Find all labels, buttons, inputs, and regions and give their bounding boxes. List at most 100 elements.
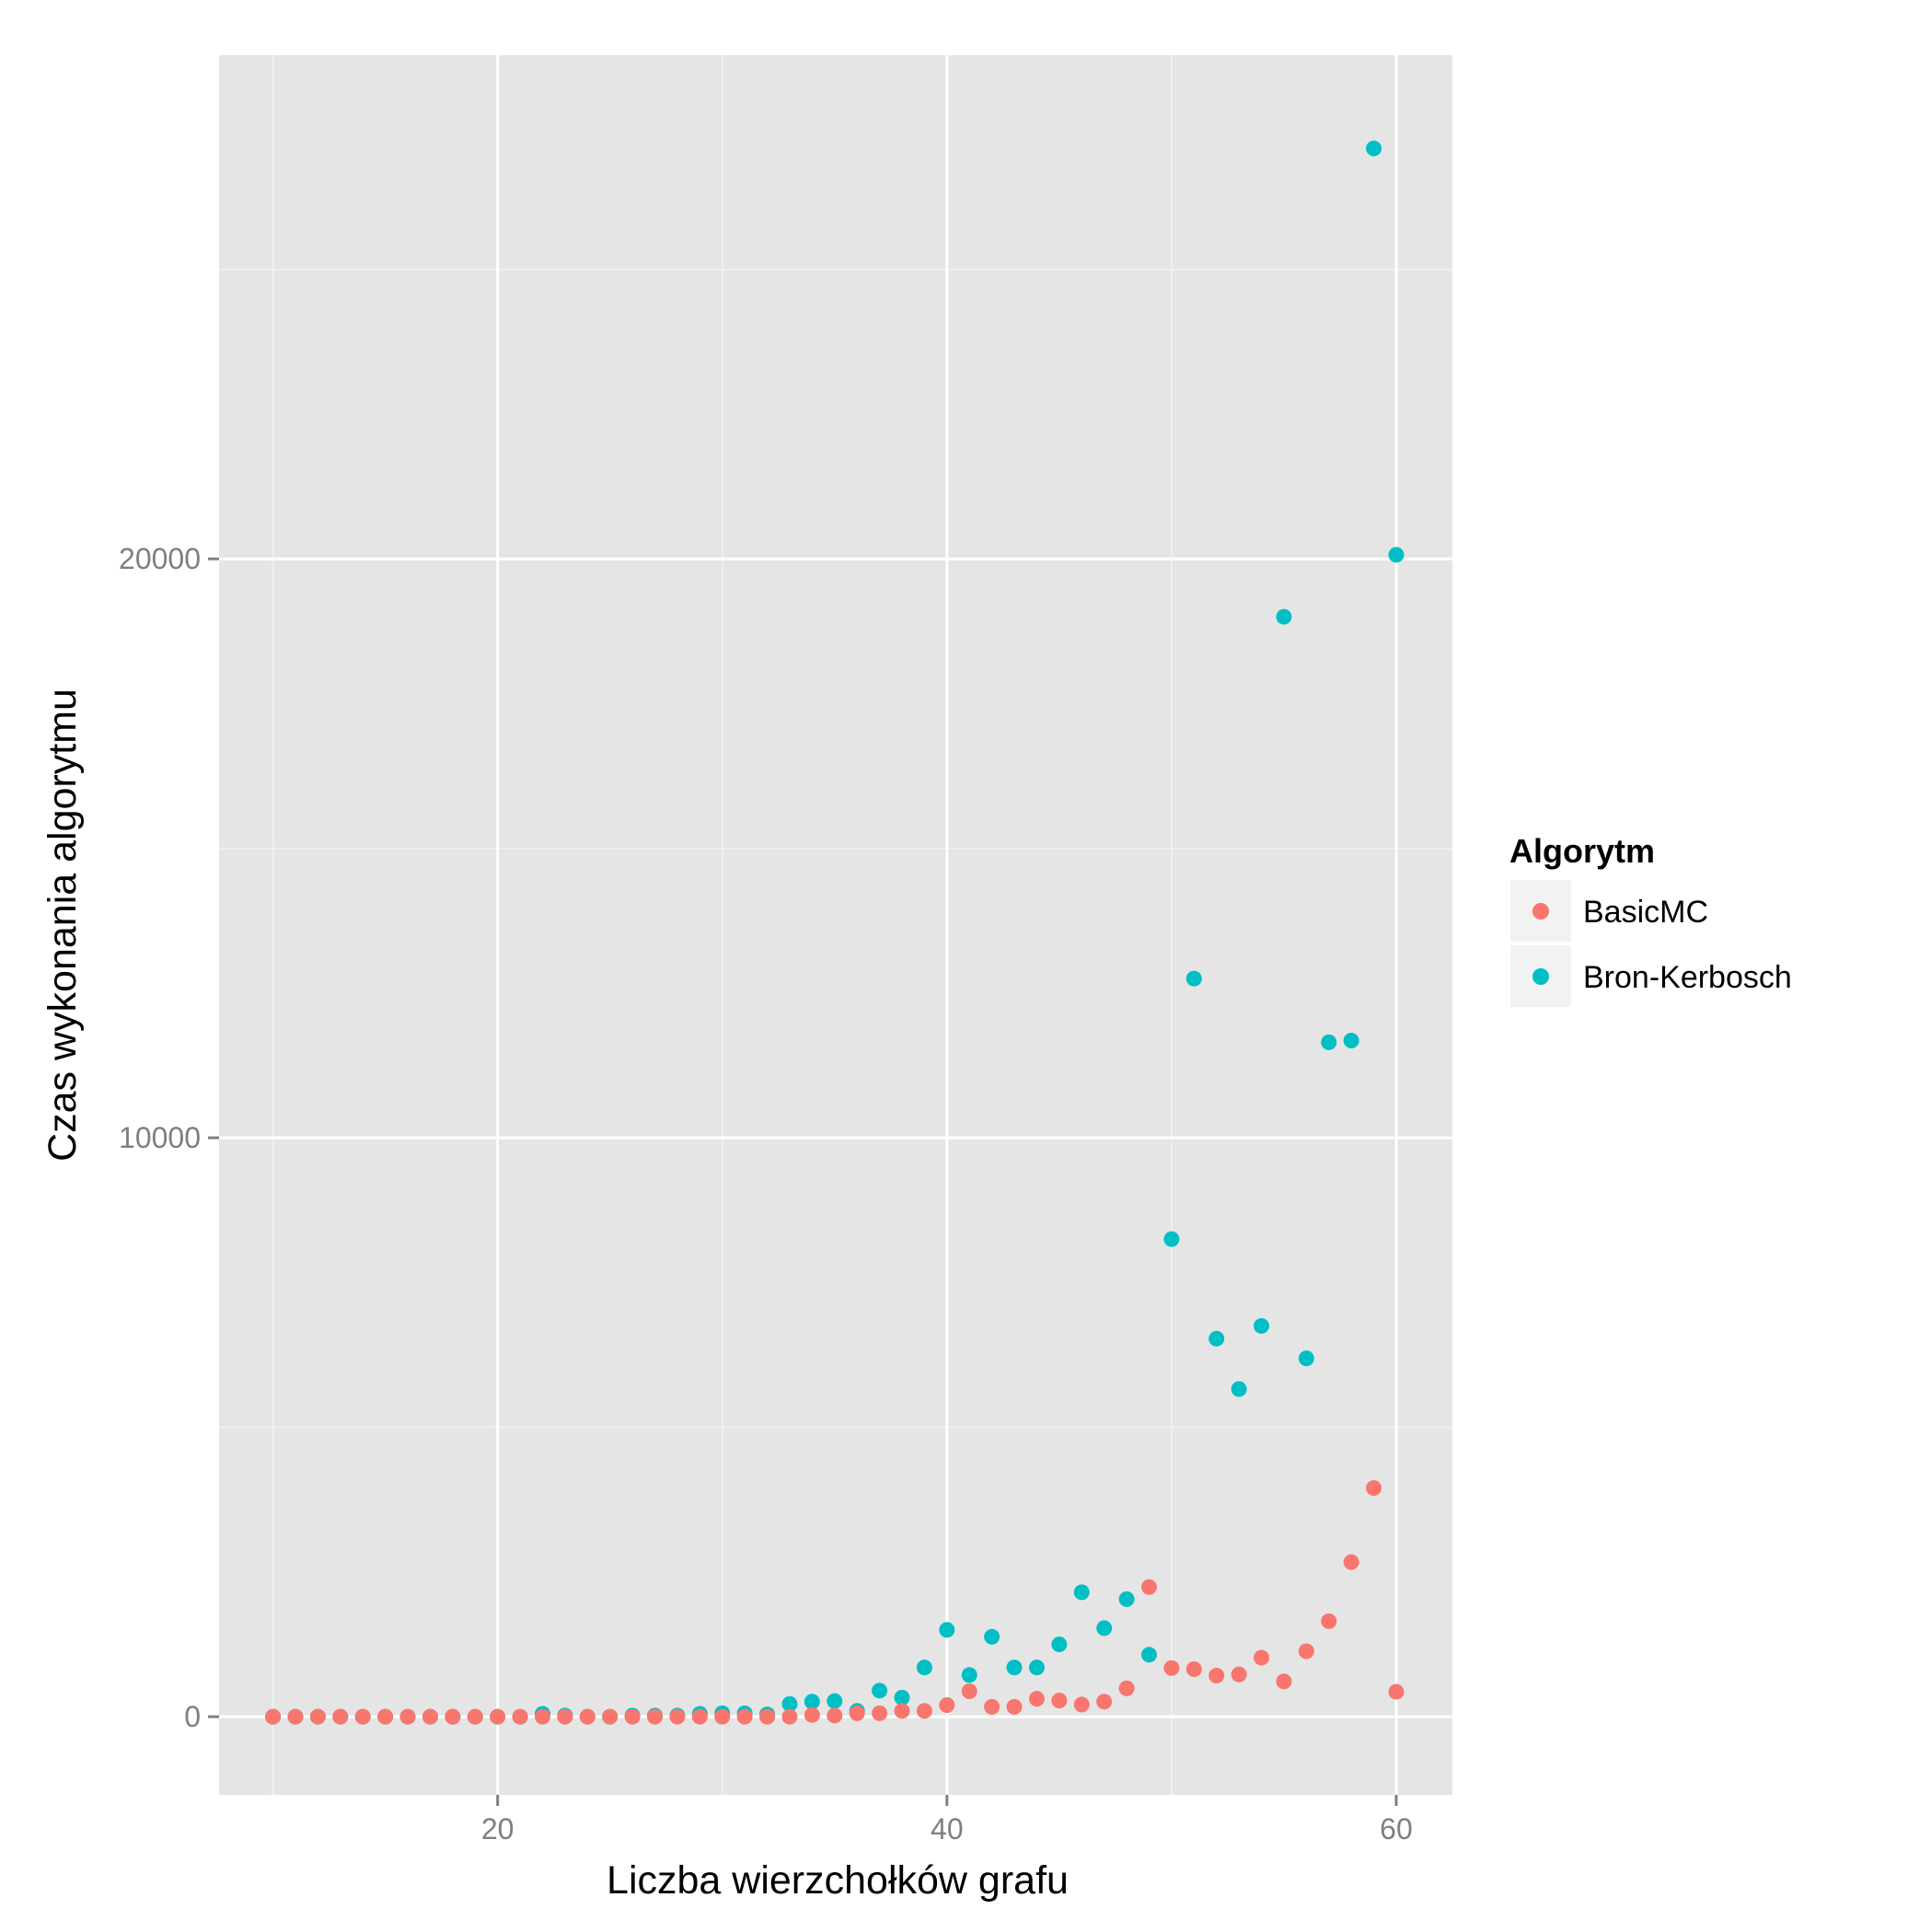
point-bron-kerbosch <box>1051 1636 1068 1652</box>
point-bron-kerbosch <box>1140 1647 1157 1663</box>
point-basicmc <box>1343 1554 1359 1570</box>
axis-ticks <box>208 557 1398 1806</box>
point-bron-kerbosch <box>961 1667 977 1683</box>
point-basicmc <box>332 1708 349 1725</box>
point-basicmc <box>984 1698 1000 1715</box>
point-bron-kerbosch <box>1388 547 1405 563</box>
grid-minor-lines <box>219 55 1452 1795</box>
point-basicmc <box>1118 1680 1135 1696</box>
point-basicmc <box>939 1697 955 1714</box>
point-basicmc <box>1028 1691 1045 1707</box>
point-basicmc <box>534 1708 550 1725</box>
point-basicmc <box>669 1708 686 1725</box>
point-bron-kerbosch <box>872 1683 888 1699</box>
point-basicmc <box>354 1708 371 1725</box>
point-basicmc <box>1298 1643 1314 1660</box>
point-bron-kerbosch <box>1231 1381 1247 1397</box>
point-bron-kerbosch <box>984 1628 1000 1645</box>
point-bron-kerbosch <box>1006 1660 1023 1676</box>
grid-major-lines <box>219 55 1452 1795</box>
point-basicmc <box>445 1708 461 1725</box>
point-basicmc <box>512 1708 528 1725</box>
legend-label-basicmc: BasicMC <box>1583 895 1708 930</box>
legend-item-bron-kerbosch: Bron-Kerbosch <box>1510 945 1792 1007</box>
point-basicmc <box>399 1708 416 1725</box>
x-tick-label: 60 <box>1380 1812 1413 1845</box>
point-bron-kerbosch <box>894 1689 910 1706</box>
point-bron-kerbosch <box>1096 1620 1113 1637</box>
point-basicmc <box>1321 1613 1337 1629</box>
point-basicmc <box>1366 1480 1382 1497</box>
point-basicmc <box>872 1705 888 1721</box>
point-basicmc <box>736 1708 753 1725</box>
point-basicmc <box>1051 1692 1068 1708</box>
point-bron-kerbosch <box>827 1693 843 1709</box>
point-basicmc <box>1073 1696 1090 1713</box>
x-axis-tick-labels: 20 40 60 <box>481 1812 1413 1845</box>
point-basicmc <box>1276 1673 1292 1690</box>
point-basicmc <box>1388 1683 1405 1700</box>
legend-title: Algorytm <box>1509 832 1655 870</box>
y-axis-tick-labels: 0 10000 20000 <box>119 542 201 1733</box>
point-bron-kerbosch <box>1028 1660 1045 1676</box>
point-bron-kerbosch <box>781 1695 798 1712</box>
point-basicmc <box>309 1708 326 1725</box>
point-bron-kerbosch <box>1185 970 1202 987</box>
x-axis-title: Liczba wierzchołków grafu <box>607 1858 1069 1903</box>
point-basicmc <box>467 1708 483 1725</box>
legend-dot-basicmc <box>1532 903 1549 920</box>
point-basicmc <box>624 1708 641 1725</box>
point-basicmc <box>1185 1661 1202 1678</box>
point-basicmc <box>265 1708 282 1725</box>
legend: Algorytm BasicMC Bron-Kerbosch <box>1509 832 1792 1007</box>
point-basicmc <box>1254 1649 1270 1666</box>
point-bron-kerbosch <box>1118 1591 1135 1607</box>
x-tick-label: 40 <box>931 1812 964 1845</box>
point-basicmc <box>1096 1694 1113 1710</box>
point-basicmc <box>579 1708 595 1725</box>
point-basicmc <box>759 1708 776 1725</box>
point-basicmc <box>1208 1667 1225 1683</box>
point-bron-kerbosch <box>1276 608 1292 625</box>
data-points <box>265 140 1405 1725</box>
y-axis-title: Czas wykonania algorytmu <box>40 688 85 1162</box>
point-basicmc <box>377 1708 394 1725</box>
point-bron-kerbosch <box>1073 1584 1090 1601</box>
point-basicmc <box>804 1706 820 1723</box>
x-tick-label: 20 <box>481 1812 515 1845</box>
point-bron-kerbosch <box>916 1660 932 1676</box>
point-basicmc <box>849 1705 865 1721</box>
y-tick-label: 20000 <box>119 542 201 575</box>
point-basicmc <box>781 1708 798 1725</box>
point-basicmc <box>1140 1579 1157 1595</box>
point-basicmc <box>647 1708 664 1725</box>
point-basicmc <box>1231 1666 1247 1683</box>
point-basicmc <box>916 1703 932 1719</box>
point-basicmc <box>827 1707 843 1724</box>
y-tick-label: 0 <box>184 1700 201 1733</box>
point-bron-kerbosch <box>939 1622 955 1638</box>
point-bron-kerbosch <box>1163 1231 1180 1247</box>
point-bron-kerbosch <box>1254 1318 1270 1335</box>
point-basicmc <box>557 1708 573 1725</box>
point-basicmc <box>1163 1660 1180 1676</box>
point-bron-kerbosch <box>1298 1350 1314 1367</box>
point-basicmc <box>1006 1698 1023 1715</box>
point-bron-kerbosch <box>1208 1330 1225 1347</box>
point-basicmc <box>691 1708 708 1725</box>
point-basicmc <box>287 1708 304 1725</box>
point-bron-kerbosch <box>1343 1032 1359 1048</box>
point-basicmc <box>422 1708 438 1725</box>
legend-dot-bron-kerbosch <box>1532 968 1549 985</box>
point-basicmc <box>490 1708 506 1725</box>
y-tick-label: 10000 <box>119 1121 201 1154</box>
point-bron-kerbosch <box>804 1694 820 1710</box>
point-basicmc <box>961 1683 977 1699</box>
point-basicmc <box>894 1703 910 1719</box>
plot-panel <box>219 55 1452 1795</box>
point-bron-kerbosch <box>1321 1034 1337 1050</box>
point-bron-kerbosch <box>1366 140 1382 156</box>
legend-item-basicmc: BasicMC <box>1510 880 1708 942</box>
point-basicmc <box>602 1708 619 1725</box>
